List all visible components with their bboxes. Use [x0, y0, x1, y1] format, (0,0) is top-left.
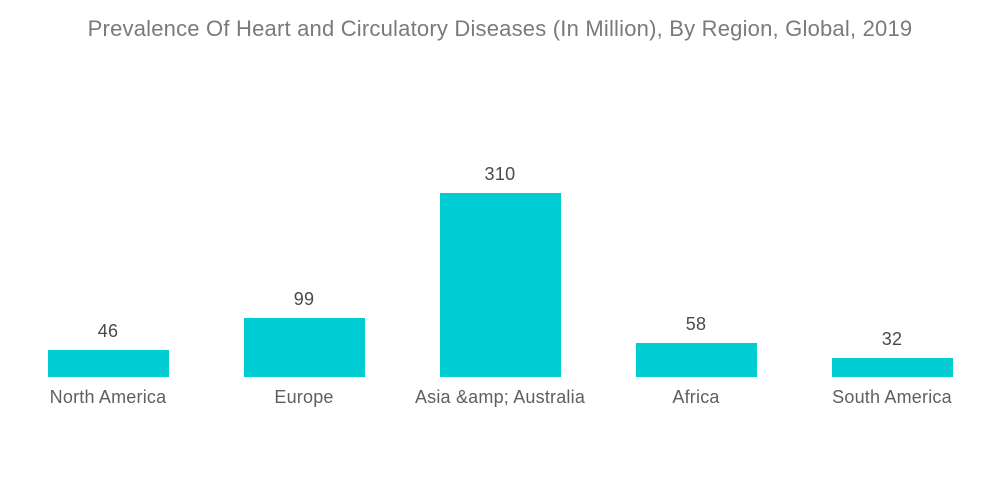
bar-value-label: 310	[484, 164, 516, 184]
bar-group: 310 Asia &amp; Australia	[402, 155, 598, 407]
bar-value-label: 58	[685, 314, 707, 334]
bar	[635, 343, 757, 377]
bar-value-label: 99	[293, 289, 315, 309]
bar-group: 58 Africa	[598, 155, 794, 407]
bar-category-label: South America	[832, 387, 952, 407]
bar	[439, 193, 561, 377]
bar	[47, 350, 169, 377]
chart-title: Prevalence Of Heart and Circulatory Dise…	[87, 16, 913, 41]
bar-category-label: North America	[49, 387, 167, 407]
bar-category-label: Asia &amp; Australia	[414, 387, 586, 407]
bar-group: 46 North America	[10, 155, 206, 407]
bar-group: 32 South America	[794, 155, 990, 407]
bar-group: 99 Europe	[206, 155, 402, 407]
bar-value-label: 32	[881, 329, 903, 349]
bar-chart: 46 North America 99 Europe 310 Asia &amp…	[10, 155, 990, 407]
bar-category-label: Europe	[274, 387, 334, 407]
bar-category-label: Africa	[672, 387, 720, 407]
bar-value-label: 46	[97, 321, 119, 341]
bar	[243, 318, 365, 377]
bar	[831, 358, 953, 377]
